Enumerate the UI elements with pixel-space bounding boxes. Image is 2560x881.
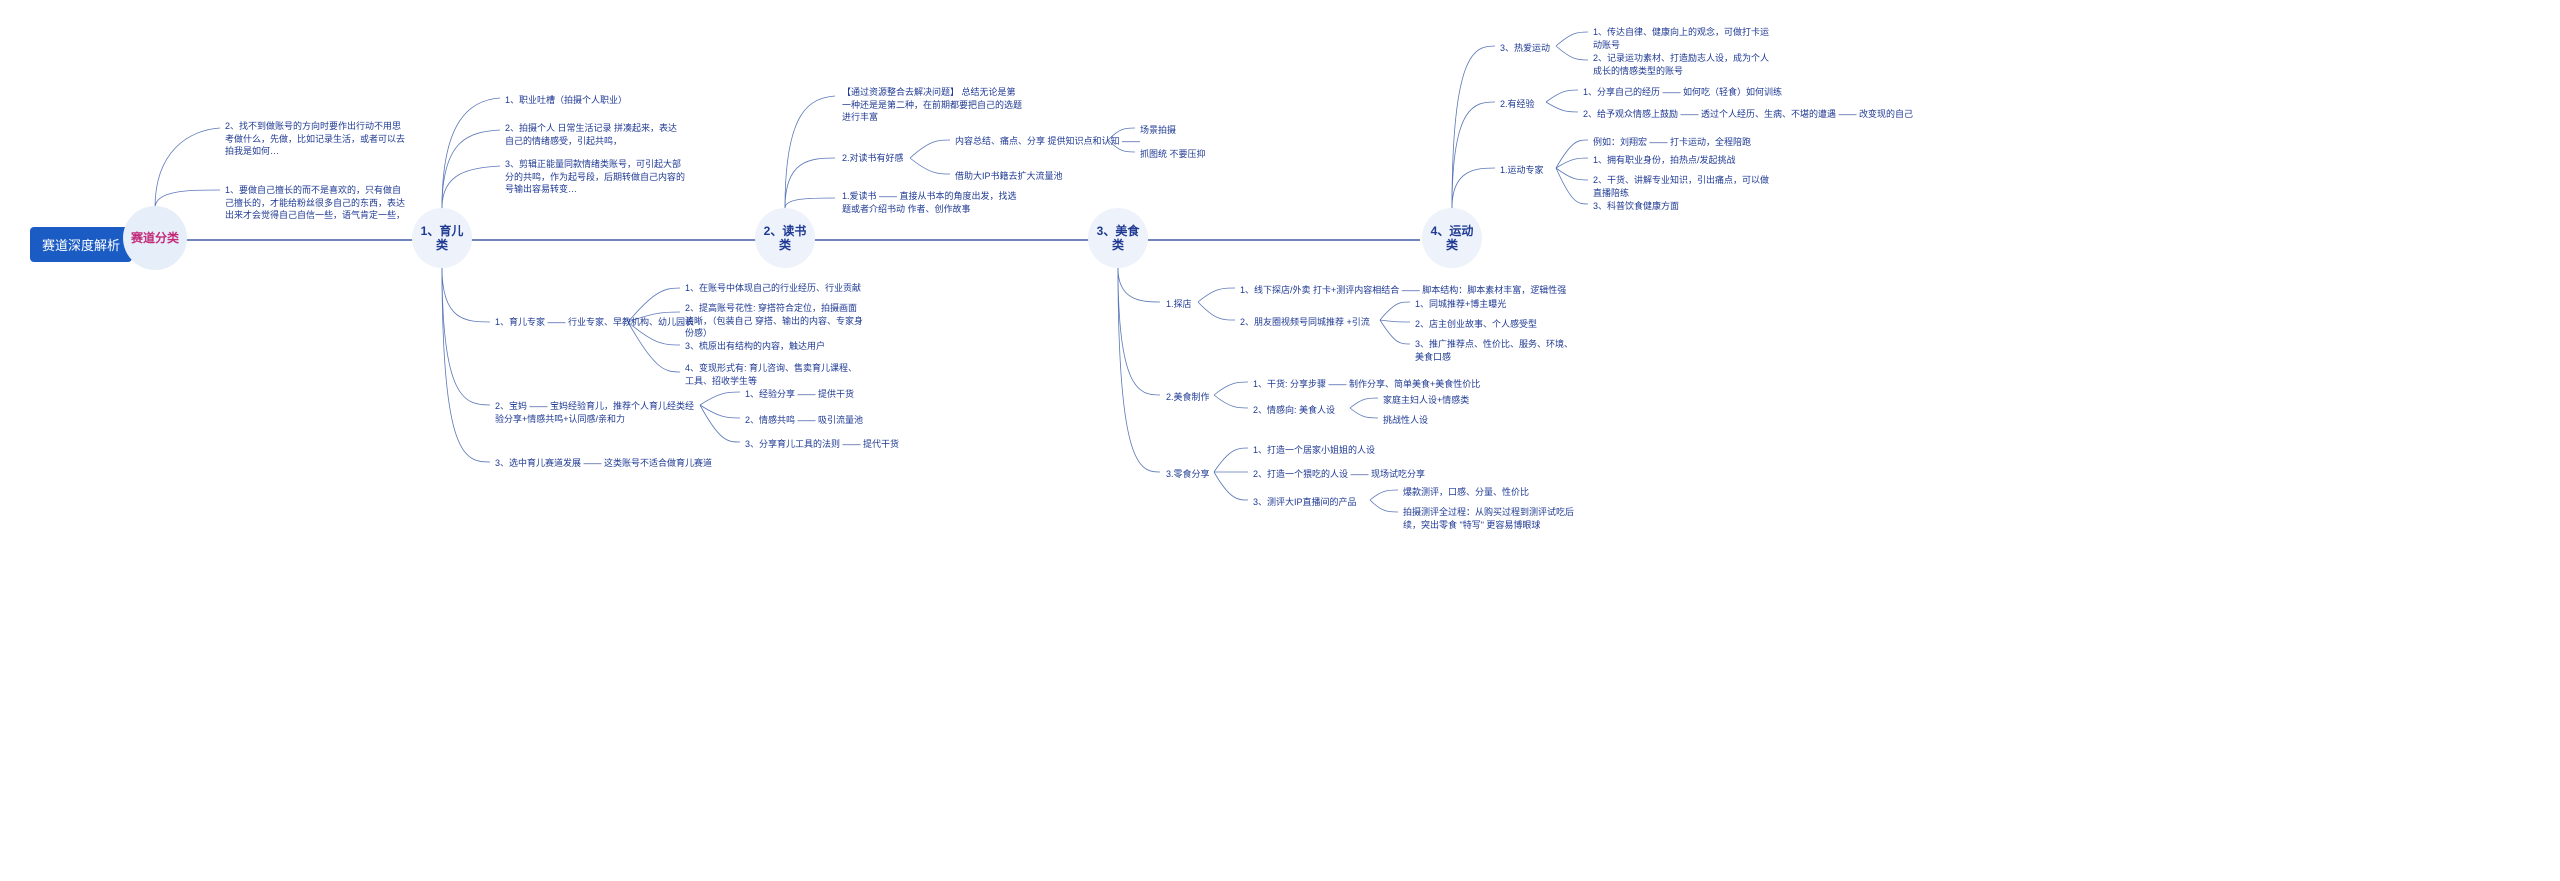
leaf: 3、剪辑正能量同款情绪类账号，可引起大部分的共鸣，作为起号段，后期转做自己内容的… — [505, 158, 685, 196]
leaf: 4、变现形式有: 育儿咨询、售卖育儿课程、工具、招收学生等 — [685, 362, 865, 387]
leaf: 1.爱读书 —— 直接从书本的角度出发，找选题或者介绍书动 作者、创作故事 — [842, 190, 1022, 215]
leaf: 2、提高账号花性: 穿搭符合定位，拍摄画面清晰，（包装自己 穿搭、输出的内容、专… — [685, 302, 865, 340]
leaf: 爆款测评，口感、分量、性价比 — [1403, 486, 1529, 499]
leaf: 2、情感向: 美食人设 — [1253, 404, 1335, 417]
leaf: 1、干货: 分享步骤 —— 制作分享、简单美食+美食性价比 — [1253, 378, 1480, 391]
leaf: 2、情感共鸣 —— 吸引流量池 — [745, 414, 863, 427]
leaf: 1、分享自己的经历 —— 如何吃（轻食）如何训练 — [1583, 86, 1782, 99]
leaf: 3.零食分享 — [1166, 468, 1210, 481]
leaf: 2、记录运功素材、打造励志人设，成为个人成长的情感类型的账号 — [1593, 52, 1773, 77]
leaf: 1、育儿专家 —— 行业专家、早教机构、幼儿园长 — [495, 316, 694, 329]
leaf: 拍摄测评全过程：从购买过程到测评试吃后续，突出零食 "特写" 更容易博眼球 — [1403, 506, 1583, 531]
leaf: 2.对读书有好感 — [842, 152, 904, 165]
leaf: 内容总结、痛点、分享 提供知识点和认知 —— — [955, 135, 1140, 148]
leaf: 3、分享育儿工具的法则 —— 提代干货 — [745, 438, 899, 451]
leaf: 3、梳原出有结构的内容，触达用户 — [685, 340, 825, 353]
leaf: 1、在账号中体现自己的行业经历、行业贡献 — [685, 282, 861, 295]
leaf: 例如：刘翔宏 —— 打卡运动，全程陪跑 — [1593, 136, 1751, 149]
leaf: 2、拍摄个人 日常生活记录 拼凑起来，表达自己的情绪感受，引起共鸣， — [505, 122, 685, 147]
leaf: 2、找不到做账号的方向时要作出行动不用思考做什么，先做，比如记录生活，或者可以去… — [225, 120, 405, 158]
leaf: 3、热爱运动 — [1500, 42, 1550, 55]
leaf: 1、职业吐槽（拍摄个人职业） — [505, 94, 627, 107]
hub-h3[interactable]: 3、美食类 — [1088, 208, 1148, 268]
leaf: 2.美食制作 — [1166, 391, 1210, 404]
leaf: 1、同城推荐+博主曝光 — [1415, 298, 1506, 311]
hub-h2[interactable]: 2、读书类 — [755, 208, 815, 268]
leaf: 1、打造一个居家小姐姐的人设 — [1253, 444, 1375, 457]
hub-h1[interactable]: 1、育儿类 — [412, 208, 472, 268]
hub-h4[interactable]: 4、运动类 — [1422, 208, 1482, 268]
leaf: 2、干货、讲解专业知识，引出痛点，可以做直播陪练 — [1593, 174, 1773, 199]
leaf: 1、线下探店/外卖 打卡+测评内容相结合 —— 脚本结构：脚本素材丰富，逻辑性强 — [1240, 284, 1566, 297]
leaf: 2.有经验 — [1500, 98, 1535, 111]
leaf: 1.运动专家 — [1500, 164, 1544, 177]
leaf: 1、拥有职业身份，拍热点/发起挑战 — [1593, 154, 1736, 167]
leaf: 挑战性人设 — [1383, 414, 1428, 427]
leaf: 抓图统 不要压抑 — [1140, 148, 1206, 161]
leaf: 场景拍摄 — [1140, 124, 1176, 137]
leaf: 2、打造一个猥吃的人设 —— 现场试吃分享 — [1253, 468, 1425, 481]
leaf: 借助大IP书籍去扩大流量池 — [955, 170, 1063, 183]
leaf: 3、选中育儿赛道发展 —— 这类账号不适合做育儿赛道 — [495, 457, 712, 470]
leaf: 2、店主创业故事、个人感受型 — [1415, 318, 1537, 331]
leaf: 2、给予观众情感上鼓励 —— 透过个人经历、生病、不堪的遭遇 —— 改变现的自己 — [1583, 108, 1913, 121]
leaf: 2、朋友圈视频号同城推荐 +引流 — [1240, 316, 1370, 329]
leaf: 1、要做自己擅长的而不是喜欢的，只有做自己擅长的，才能给粉丝很多自己的东西，表达… — [225, 184, 405, 222]
root-node: 赛道深度解析 — [30, 227, 132, 262]
leaf: 家庭主妇人设+情感类 — [1383, 394, 1469, 407]
leaf: 3、推广推荐点、性价比、服务、环境、美食口感 — [1415, 338, 1575, 363]
hub-cat[interactable]: 赛道分类 — [123, 206, 187, 270]
leaf: 1.探店 — [1166, 298, 1192, 311]
leaf: 1、经验分享 —— 提供干货 — [745, 388, 854, 401]
leaf: 3、测评大IP直播间的产品 — [1253, 496, 1357, 509]
leaf: 3、科普饮食健康方面 — [1593, 200, 1679, 213]
leaf: 2、宝妈 —— 宝妈经验育儿，推荐个人育儿经类经验分享+情感共鸣+认同感/亲和力 — [495, 400, 700, 425]
leaf: 【通过资源整合去解决问题】 总结无论是第一种还是是第二种，在前期都要把自己的选题… — [842, 86, 1022, 124]
leaf: 1、传达自律、健康向上的观念，可做打卡运动账号 — [1593, 26, 1773, 51]
